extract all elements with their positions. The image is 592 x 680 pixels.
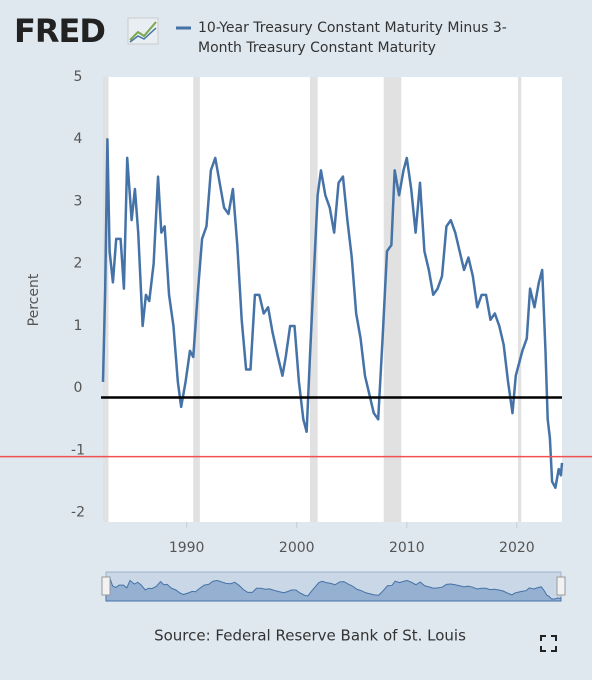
- y-tick-label: 1: [74, 318, 83, 334]
- y-tick-label: 5: [74, 69, 83, 85]
- logo-icon: [127, 17, 159, 45]
- navigator-area: [105, 577, 562, 602]
- x-tick-label: 2010: [389, 540, 425, 556]
- fullscreen-icon[interactable]: [540, 635, 557, 652]
- x-tick-label: 2000: [279, 540, 315, 556]
- y-tick-label: -2: [71, 505, 85, 521]
- y-tick-label: 4: [74, 131, 83, 147]
- navigator-handle[interactable]: [556, 576, 566, 596]
- recession-band: [383, 77, 402, 522]
- y-tick-label: 0: [74, 380, 83, 396]
- x-tick-label: 2020: [499, 540, 535, 556]
- y-tick-label: 2: [74, 256, 83, 272]
- navigator-handle[interactable]: [101, 576, 111, 596]
- legend-label: 10-Year Treasury Constant Maturity Minus…: [198, 20, 507, 56]
- y-axis-label: Percent: [26, 273, 42, 326]
- data-line: [101, 137, 564, 490]
- logo: FRED: [14, 12, 105, 50]
- x-tick-label: 1990: [169, 540, 205, 556]
- plot-area: [103, 77, 562, 522]
- source: Source: Federal Reserve Bank of St. Loui…: [154, 627, 466, 645]
- y-tick-label: -1: [71, 442, 85, 458]
- y-tick-label: 3: [74, 193, 83, 209]
- recession-band: [517, 77, 522, 522]
